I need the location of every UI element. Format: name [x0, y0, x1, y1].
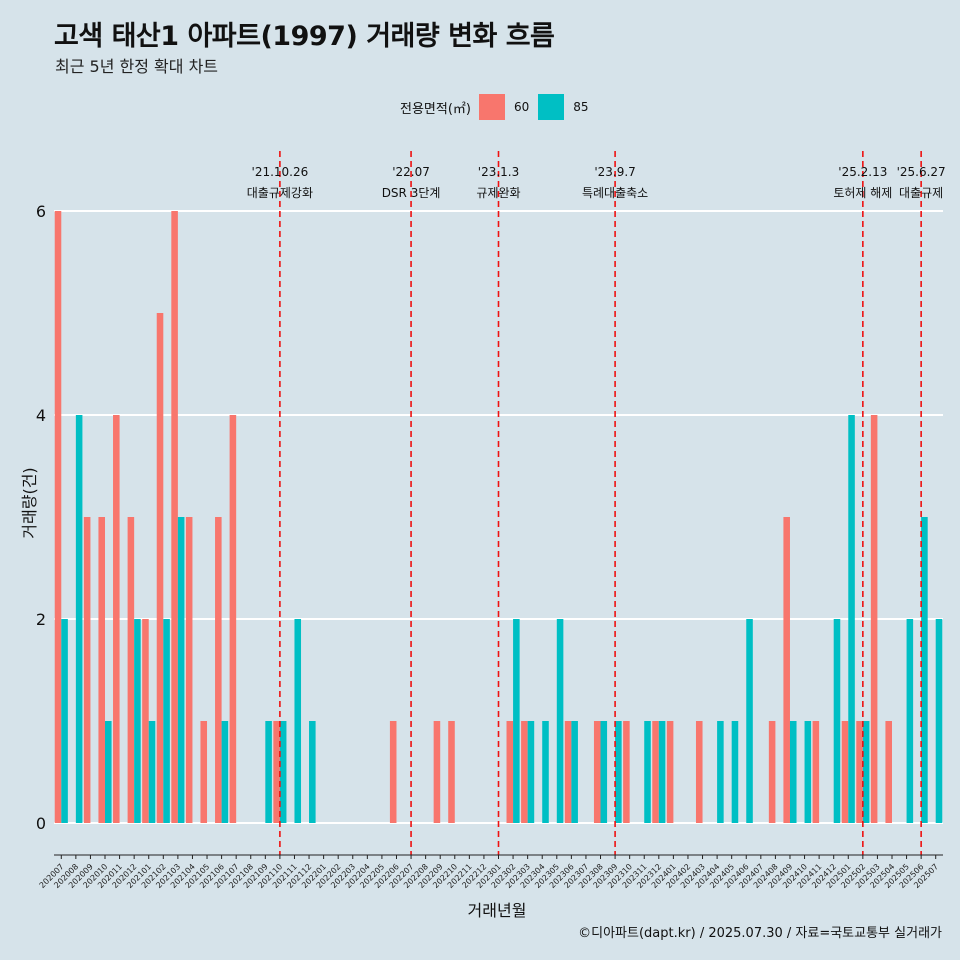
event-label: 대출규제강화 [247, 186, 313, 200]
bar-60 [856, 721, 863, 823]
bar-85 [105, 721, 112, 823]
event-label: DSR 3단계 [382, 186, 441, 200]
bar-85 [717, 721, 724, 823]
bar-60 [113, 415, 120, 823]
bar-60 [83, 517, 91, 823]
chart-subtitle: 최근 5년 한정 확대 차트 [55, 57, 219, 76]
bar-85 [75, 415, 83, 823]
bar-85 [571, 721, 578, 823]
bar-60 [98, 517, 106, 823]
bar-60 [521, 721, 528, 823]
event-date: '21.10.26 [252, 165, 309, 179]
chart-title: 고색 태산1 아파트(1997) 거래량 변화 흐름 [54, 21, 555, 52]
event-date: '25.2.13 [838, 165, 887, 179]
legend-title: 전용면적(㎡) [400, 101, 471, 117]
event-date: '23.1.3 [478, 165, 519, 179]
bar-60 [564, 721, 572, 823]
bar-60 [812, 721, 820, 823]
bar-85 [177, 517, 185, 823]
source-caption: ©디아파트(dapt.kr) / 2025.07.30 / 자료=국토교통부 실… [578, 926, 942, 941]
bar-60 [783, 517, 790, 823]
bar-85 [542, 721, 549, 823]
bar-85 [833, 619, 841, 823]
event-label: 대출규제 [899, 186, 943, 200]
bar-60 [389, 721, 397, 823]
legend-label-60: 60 [513, 100, 530, 114]
bar-85 [644, 721, 651, 823]
bar-85 [148, 721, 156, 823]
bar-85 [921, 517, 928, 823]
bar-60 [870, 415, 878, 823]
x-axis-label: 거래년월 [467, 901, 527, 920]
bar-85 [309, 721, 316, 823]
bar-60 [652, 721, 659, 823]
bar-85 [862, 721, 870, 823]
event-label: 토허제 해제 [833, 186, 892, 200]
bar-60 [433, 721, 441, 823]
bar-60 [171, 211, 178, 823]
legend-label-85: 85 [573, 100, 589, 114]
event-date: '25.6.27 [897, 165, 946, 179]
bar-85 [294, 619, 302, 823]
bar-85 [513, 619, 520, 823]
bar-60 [200, 721, 208, 823]
bar-85 [615, 721, 622, 823]
legend-key-85 [538, 94, 565, 120]
bar-85 [789, 721, 797, 823]
bar-85 [265, 721, 272, 823]
y-axis-label: 거래량(건) [20, 467, 39, 539]
bar-60 [127, 517, 135, 823]
bar-85 [600, 721, 608, 823]
bar-85 [556, 619, 564, 823]
y-tick-label: 4 [36, 406, 46, 425]
bar-85 [731, 721, 739, 823]
bar-85 [935, 619, 943, 823]
bar-60 [273, 721, 280, 823]
event-label: 특례대출축소 [582, 186, 648, 200]
bar-85 [804, 721, 812, 823]
bar-60 [229, 415, 237, 823]
bar-60 [156, 313, 164, 823]
bar-85 [134, 619, 141, 823]
event-label: 규제완화 [476, 186, 520, 200]
bar-60 [593, 721, 601, 823]
legend-key-60 [478, 94, 505, 120]
bar-60 [695, 721, 703, 823]
bar-60 [623, 721, 630, 823]
bar-85 [746, 619, 753, 823]
bar-85 [61, 619, 68, 823]
bar-60 [215, 517, 222, 823]
bar-60 [54, 211, 62, 823]
bar-60 [666, 721, 674, 823]
legend: 전용면적(㎡) 60 85 [400, 93, 598, 121]
y-tick-label: 6 [36, 202, 46, 221]
bar-60 [841, 721, 849, 823]
bar-60 [185, 517, 193, 823]
bar-60 [768, 721, 776, 823]
bar-85 [163, 619, 170, 823]
bar-60 [885, 721, 892, 823]
bar-60 [142, 619, 149, 823]
bar-60 [448, 721, 455, 823]
y-tick-label: 2 [36, 610, 46, 629]
bar-85 [848, 415, 855, 823]
bar-85 [221, 721, 229, 823]
bar-60 [506, 721, 514, 823]
y-tick-label: 0 [36, 814, 46, 833]
bar-85 [906, 619, 914, 823]
bar-85 [527, 721, 535, 823]
event-date: '22.07 [392, 165, 430, 179]
event-date: '23.9.7 [594, 165, 635, 179]
bar-85 [279, 721, 287, 823]
bar-85 [658, 721, 666, 823]
